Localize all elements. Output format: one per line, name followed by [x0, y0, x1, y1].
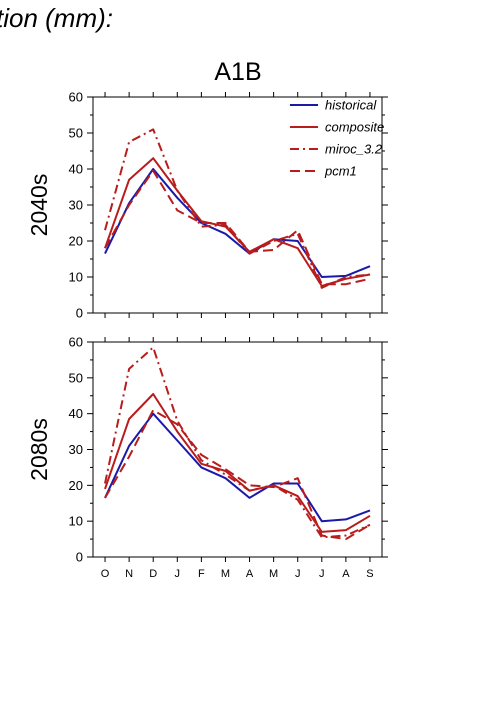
x-tick-label: A	[342, 568, 350, 580]
series-line-historical	[104, 168, 371, 278]
x-tick-label: O	[101, 568, 110, 580]
y-tick-label: 50	[69, 370, 83, 385]
y-tick-label: 10	[69, 270, 83, 285]
x-tick-label: D	[149, 568, 157, 580]
series-line-miroc-3-2	[104, 128, 371, 289]
row-label: 2040s	[26, 174, 52, 237]
x-tick-label: J	[319, 568, 325, 580]
x-tick-label: S	[366, 568, 373, 580]
x-tick-label: N	[125, 568, 133, 580]
legend-label: pcm1	[324, 164, 357, 179]
x-tick-label: J	[295, 568, 301, 580]
y-tick-label: 30	[69, 442, 83, 457]
x-tick-label: J	[175, 568, 181, 580]
y-tick-label: 20	[69, 478, 83, 493]
legend-label: miroc_3.2	[325, 142, 383, 157]
y-tick-label: 20	[69, 234, 83, 249]
series-line-composite	[104, 393, 371, 533]
row-label: 2080s	[26, 418, 52, 481]
series-line-pcm1	[104, 169, 371, 286]
y-tick-label: 60	[69, 90, 83, 105]
y-tick-label: 30	[69, 198, 83, 213]
x-tick-label: F	[198, 568, 205, 580]
plot-frame	[92, 341, 383, 558]
y-tick-label: 10	[69, 514, 83, 529]
y-tick-label: 0	[76, 306, 83, 321]
series-line-miroc-3-2	[104, 346, 371, 539]
legend-label: historical	[325, 98, 377, 113]
y-tick-label: 50	[69, 126, 83, 141]
panel-2040s: 0 10 20 30 40 50 60 2040s historical composite mir…	[26, 90, 388, 321]
chart-title: A1B	[214, 58, 261, 86]
panel-2080s: 0 10 20 30 40 50 60 O N D J F M A M J J A S 2080s	[26, 335, 388, 580]
y-tick-label: 40	[69, 406, 83, 421]
y-tick-label: 60	[69, 335, 83, 350]
series-line-historical	[104, 412, 371, 523]
y-tick-label: 40	[69, 162, 83, 177]
legend-label: composite	[325, 120, 384, 135]
header-text: tion (mm):	[0, 3, 113, 33]
x-tick-label: M	[269, 568, 278, 580]
x-tick-label: A	[246, 568, 254, 580]
y-tick-label: 0	[76, 550, 83, 565]
x-tick-label: M	[221, 568, 230, 580]
series-line-pcm1	[104, 409, 371, 541]
